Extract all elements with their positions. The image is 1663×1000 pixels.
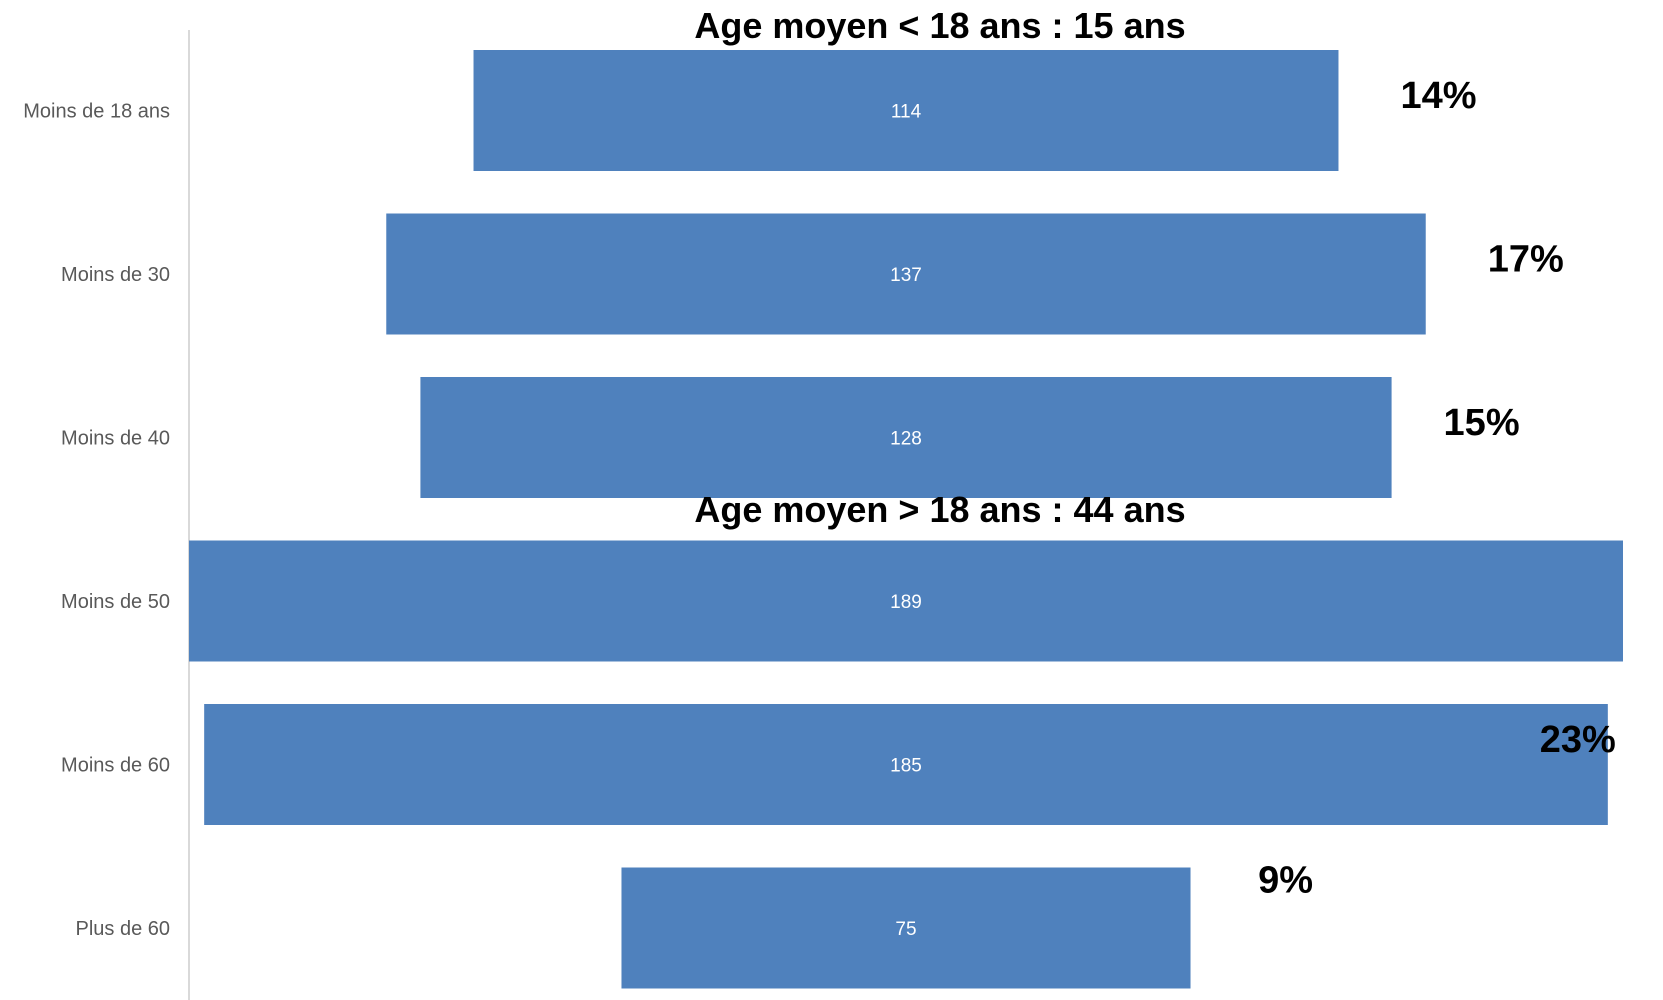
category-label-1: Moins de 30 <box>61 264 170 286</box>
percent-label-0: 14% <box>1400 75 1476 117</box>
percent-label-5: 9% <box>1258 860 1313 902</box>
category-label-0: Moins de 18 ans <box>23 101 170 123</box>
category-label-5: Plus de 60 <box>75 918 170 940</box>
value-label-4: 185 <box>890 756 922 777</box>
category-label-2: Moins de 40 <box>61 428 170 450</box>
value-label-5: 75 <box>895 919 916 940</box>
percent-label-2: 15% <box>1444 402 1520 444</box>
annotation-1: Age moyen > 18 ans : 44 ans <box>694 489 1185 530</box>
category-label-3: Moins de 50 <box>61 591 170 613</box>
value-label-3: 189 <box>890 592 922 613</box>
category-labels-group: Moins de 18 ans Moins de 30 Moins de 40 Moi… <box>23 101 170 941</box>
annotation-0: Age moyen < 18 ans : 15 ans <box>694 5 1185 46</box>
category-label-4: Moins de 60 <box>61 755 170 777</box>
value-label-2: 128 <box>890 429 922 450</box>
value-label-1: 137 <box>890 265 922 286</box>
percent-label-4: 23% <box>1540 719 1616 761</box>
percent-label-1: 17% <box>1488 239 1564 281</box>
value-label-0: 114 <box>891 102 922 123</box>
